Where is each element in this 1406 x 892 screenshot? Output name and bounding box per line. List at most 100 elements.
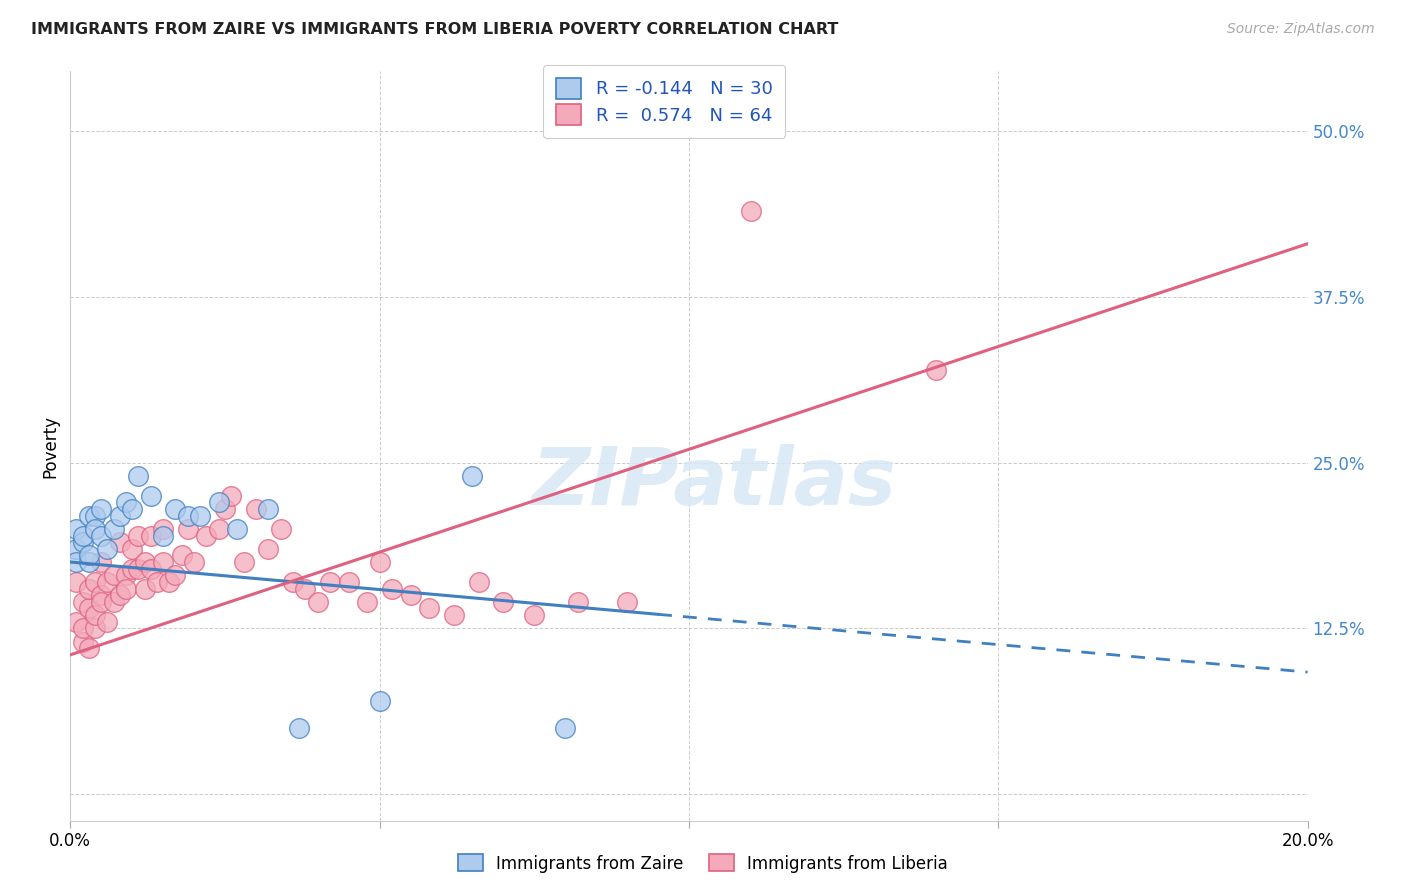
Point (165, 502, 187, 516)
Point (152, 522, 174, 536)
Point (257, 502, 280, 516)
Point (72, 535, 94, 549)
Point (65, 615, 87, 629)
Point (65, 555, 87, 569)
Point (65, 574, 87, 589)
Point (170, 549, 193, 563)
Point (188, 508, 211, 523)
Point (257, 541, 280, 556)
Point (77, 555, 100, 569)
Point (72, 595, 94, 609)
Point (115, 582, 138, 596)
Point (461, 468, 484, 483)
Point (121, 502, 143, 516)
Point (72, 634, 94, 648)
Text: Source: ZipAtlas.com: Source: ZipAtlas.com (1227, 22, 1375, 37)
Point (65, 522, 87, 536)
Point (139, 562, 162, 576)
Point (177, 522, 200, 536)
Point (616, 595, 638, 609)
Point (84, 621, 107, 635)
Point (84, 574, 107, 589)
Point (96, 615, 118, 629)
Point (288, 721, 311, 735)
Point (96, 574, 118, 589)
Point (108, 535, 131, 549)
Point (77, 601, 100, 615)
Point (399, 588, 422, 602)
Point (127, 562, 149, 576)
Point (381, 582, 404, 596)
Point (281, 574, 304, 589)
Point (368, 694, 391, 708)
Point (270, 522, 292, 536)
Point (84, 522, 107, 536)
Point (492, 595, 515, 609)
Point (77, 508, 100, 523)
Point (90, 595, 112, 609)
Y-axis label: Poverty: Poverty (41, 415, 59, 477)
Point (356, 595, 378, 609)
Point (65, 541, 87, 556)
Point (134, 582, 156, 596)
Point (127, 468, 149, 483)
Point (337, 574, 360, 589)
Point (418, 601, 440, 615)
Point (567, 595, 589, 609)
Point (443, 608, 465, 623)
Point (208, 522, 231, 536)
Point (139, 489, 162, 503)
Point (232, 555, 254, 569)
Text: ZIPatlas: ZIPatlas (531, 444, 896, 523)
Point (72, 528, 94, 542)
Point (103, 522, 125, 536)
Point (127, 528, 149, 542)
Point (152, 555, 174, 569)
Point (157, 574, 180, 589)
Point (115, 495, 138, 509)
Point (319, 574, 342, 589)
Point (121, 562, 143, 576)
Point (90, 555, 112, 569)
Point (134, 555, 156, 569)
Point (208, 495, 231, 509)
Point (77, 582, 100, 596)
Point (307, 595, 329, 609)
Point (96, 541, 118, 556)
Point (77, 641, 100, 656)
Point (84, 508, 107, 523)
Text: IMMIGRANTS FROM ZAIRE VS IMMIGRANTS FROM LIBERIA POVERTY CORRELATION CHART: IMMIGRANTS FROM ZAIRE VS IMMIGRANTS FROM… (31, 22, 838, 37)
Point (195, 528, 218, 542)
Point (368, 555, 391, 569)
Point (121, 541, 143, 556)
Point (90, 502, 112, 516)
Point (226, 522, 249, 536)
Point (219, 489, 242, 503)
Point (115, 568, 138, 582)
Point (740, 203, 762, 218)
Point (146, 574, 169, 589)
Point (523, 608, 546, 623)
Point (103, 595, 125, 609)
Point (554, 721, 576, 735)
Point (925, 363, 948, 377)
Point (294, 582, 316, 596)
Point (84, 608, 107, 623)
Point (214, 502, 236, 516)
Point (108, 508, 131, 523)
Point (152, 528, 174, 542)
Point (103, 568, 125, 582)
Point (108, 588, 131, 602)
Point (245, 502, 267, 516)
Point (165, 568, 187, 582)
Point (77, 549, 100, 563)
Point (177, 508, 200, 523)
Legend: R = -0.144   N = 30, R =  0.574   N = 64: R = -0.144 N = 30, R = 0.574 N = 64 (543, 65, 785, 137)
Point (72, 621, 94, 635)
Point (467, 574, 489, 589)
Point (139, 528, 162, 542)
Point (90, 588, 112, 602)
Point (183, 555, 205, 569)
Legend: Immigrants from Zaire, Immigrants from Liberia: Immigrants from Zaire, Immigrants from L… (451, 847, 955, 880)
Point (90, 528, 112, 542)
